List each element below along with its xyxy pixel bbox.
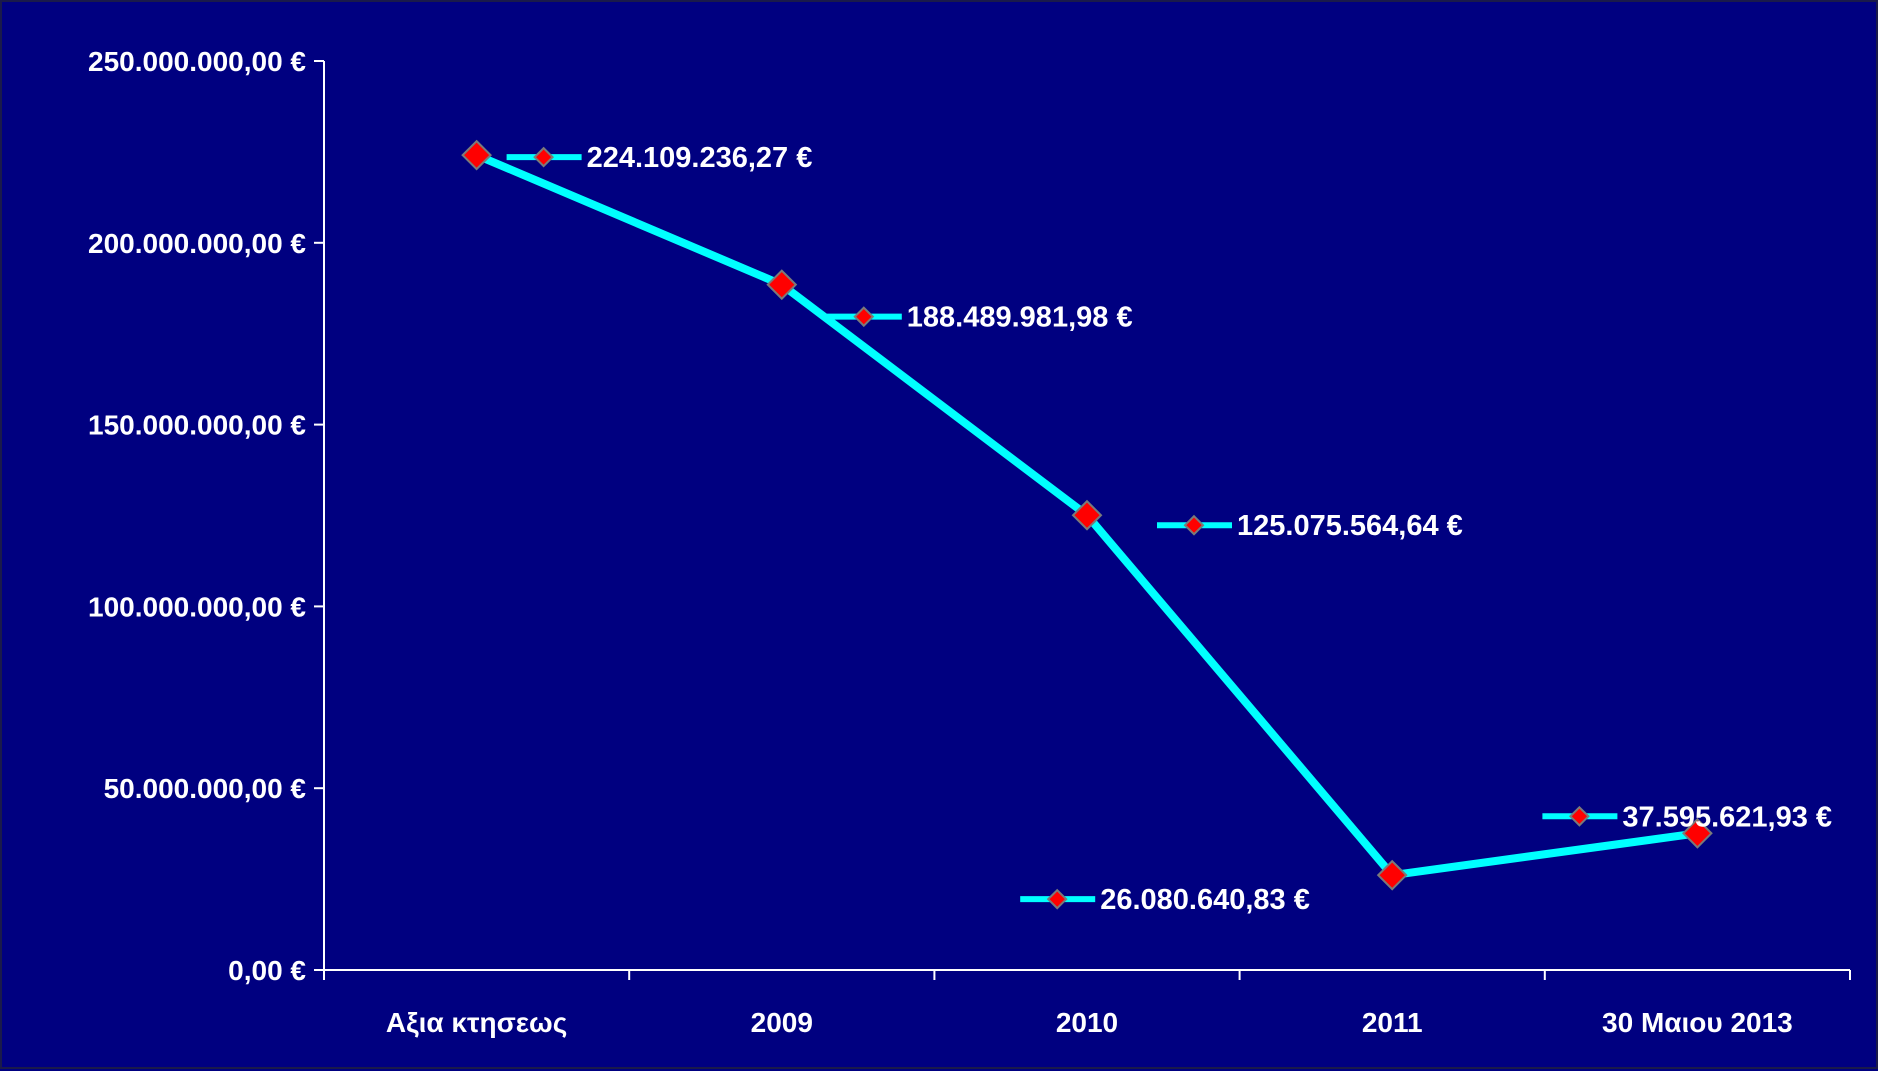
- data-label-key-marker: [1046, 888, 1068, 910]
- y-tick-label: 150.000.000,00 €: [88, 410, 306, 441]
- data-label: 26.080.640,83 €: [1100, 884, 1310, 916]
- data-point: [1071, 499, 1103, 531]
- y-tick-label: 250.000.000,00 €: [88, 46, 306, 77]
- data-label-key-marker: [533, 146, 555, 168]
- data-label-key-marker: [1183, 514, 1205, 536]
- x-tick-label: 2010: [1056, 1007, 1118, 1038]
- y-tick-label: 50.000.000,00 €: [104, 773, 307, 804]
- data-point: [461, 139, 493, 171]
- data-label: 224.109.236,27 €: [587, 142, 813, 174]
- data-label: 37.595.621,93 €: [1622, 801, 1832, 833]
- x-tick-label: 30 Μαιου 2013: [1602, 1007, 1793, 1038]
- y-tick-label: 200.000.000,00 €: [88, 228, 306, 259]
- x-tick-label: 2011: [1362, 1007, 1423, 1038]
- data-label-key-marker: [1568, 805, 1590, 827]
- data-label-key-marker: [853, 306, 875, 328]
- y-tick-label: 0,00 €: [228, 955, 306, 986]
- data-point: [766, 269, 798, 301]
- data-point: [1376, 859, 1408, 891]
- data-label: 125.075.564,64 €: [1237, 510, 1463, 542]
- data-point: [1681, 817, 1713, 849]
- x-tick-label: Αξια κτησεως: [386, 1007, 567, 1038]
- data-label: 188.489.981,98 €: [907, 302, 1133, 334]
- y-tick-label: 100.000.000,00 €: [88, 591, 306, 622]
- x-tick-label: 2009: [751, 1007, 813, 1038]
